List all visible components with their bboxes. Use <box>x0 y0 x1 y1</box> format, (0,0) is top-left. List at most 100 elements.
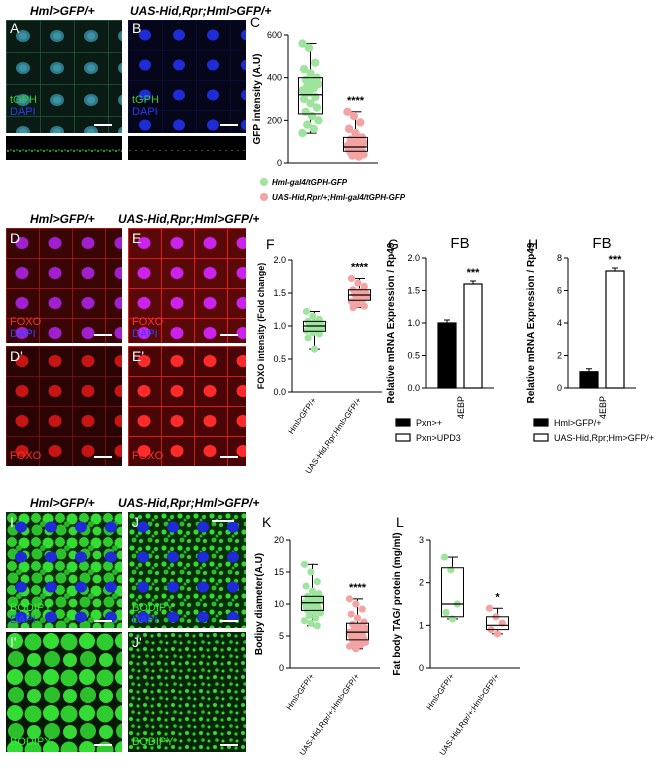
data-point <box>312 614 320 622</box>
significance-label: **** <box>349 582 367 594</box>
y-tick-label: 0 <box>279 663 284 673</box>
panel-a-stain-dapi: DAPI <box>10 106 36 118</box>
y-tick-label: 1.0 <box>273 321 286 331</box>
y-tick-label: 1.0 <box>407 318 420 328</box>
y-tick-label: 2 <box>557 351 562 361</box>
y-tick-label: 8 <box>557 253 562 263</box>
data-point <box>302 582 310 590</box>
data-point <box>349 111 359 121</box>
data-point <box>347 610 355 618</box>
data-point <box>358 605 366 613</box>
data-point <box>316 609 325 617</box>
data-point <box>302 307 311 316</box>
legend-marker <box>260 178 268 186</box>
data-point <box>312 103 322 112</box>
y-axis-label: GFP intensity (A.U) <box>252 54 263 145</box>
data-point <box>306 99 315 108</box>
panel-e-stain-foxo: FOXO <box>132 316 164 328</box>
panel-i2-stain-bodipy: BODIPY <box>10 736 52 748</box>
y-tick-label: 0 <box>557 383 562 393</box>
box <box>301 595 324 611</box>
bar <box>463 283 483 389</box>
scale-bar <box>94 620 112 622</box>
data-point <box>314 116 323 125</box>
panel-b-stain-tgph: tGPH <box>132 94 159 106</box>
bar <box>579 371 599 389</box>
panel-e-header: UAS-Hid,Rpr;Hml>GFP/+ <box>118 212 260 226</box>
panel-e2-image: E' FOXO <box>128 346 246 466</box>
panel-i-image: I BODIPY DAPI <box>6 512 122 628</box>
panel-d-stain-dapi: DAPI <box>10 328 36 340</box>
panel-a-stain-tgph: tGPH <box>10 94 37 106</box>
panel-j-label: J <box>132 514 139 530</box>
chart-l: 0 1 2 3 Fat body TAG/ protein (mg/ml) Hml>GFP… <box>392 532 520 757</box>
y-tick-label: 2.0 <box>407 253 420 263</box>
data-point <box>298 86 307 95</box>
panel-i-stain-bodipy: BODIPY <box>10 602 52 614</box>
scale-bar <box>220 620 238 622</box>
data-point <box>360 302 368 310</box>
data-point <box>344 124 354 134</box>
y-tick-label: 2.0 <box>273 255 286 265</box>
y-tick-label: 0 <box>277 158 282 168</box>
y-tick-label: 6 <box>557 286 562 296</box>
data-point <box>300 560 309 568</box>
legend-marker <box>260 193 268 201</box>
panel-a-side-view <box>6 136 122 160</box>
panel-g-label: G <box>388 236 399 252</box>
data-point <box>311 58 320 67</box>
panel-d2-image: D' FOXO <box>6 346 122 466</box>
data-point <box>298 39 307 48</box>
y-tick-label: 600 <box>267 30 282 40</box>
chart-c: 0 200 400 600 GFP intensity (A.U) **** Hml-gal… <box>252 30 406 202</box>
legend-swatch <box>533 433 549 442</box>
panel-i-label: I <box>10 514 14 530</box>
data-point <box>351 128 360 138</box>
y-axis-label: Fat body TAG/ protein (mg/ml) <box>392 532 403 675</box>
data-point <box>313 622 321 630</box>
panel-a-label: A <box>10 20 20 36</box>
bar <box>605 270 625 389</box>
panel-j2-label: J' <box>132 634 142 650</box>
y-tick-label: 3 <box>419 535 424 545</box>
significance-label: *** <box>467 267 481 279</box>
data-point <box>442 608 450 617</box>
data-point <box>343 107 352 117</box>
chart-title: FB <box>450 236 469 252</box>
data-point <box>360 282 368 290</box>
data-point <box>315 330 323 338</box>
data-point <box>493 630 502 638</box>
y-axis-label: Bodipy diameter(A.U) <box>254 553 265 655</box>
data-point <box>345 642 354 650</box>
box <box>343 136 368 152</box>
y-tick-label: 15 <box>274 567 284 577</box>
chart-h: FB 0 2 4 6 8 Relative mRNA Expression / Rp49 **… <box>526 236 654 443</box>
panel-b-image: B tGPH DAPI <box>128 20 246 133</box>
legend-label: UAS-Hid,Rpr;Hm>GFP/+ <box>554 433 654 443</box>
y-tick-label: 1.5 <box>407 286 420 296</box>
panel-j-stain-dapi: DAPI <box>132 614 158 626</box>
scale-bar <box>94 456 112 458</box>
legend-label: UAS-Hid,Rpr/+;Hml-gal4/tGPH-GFP <box>272 193 406 202</box>
y-tick-label: 0.0 <box>407 383 420 393</box>
y-tick-label: 20 <box>274 535 284 545</box>
significance-label: * <box>495 591 500 603</box>
data-point <box>357 641 365 649</box>
y-tick-label: 0.5 <box>273 354 286 364</box>
x-tick-label: Hml>GFP/+ <box>287 396 319 436</box>
data-point <box>310 608 318 616</box>
panel-k-label: K <box>262 514 272 530</box>
scale-bar <box>220 334 238 336</box>
y-tick-label: 400 <box>267 73 282 83</box>
data-point <box>354 152 363 161</box>
scale-bar <box>220 744 238 746</box>
data-point <box>485 604 494 612</box>
panel-j-header: UAS-Hid,Rpr;Hml>GFP/+ <box>118 496 260 510</box>
data-point <box>347 274 356 283</box>
data-point <box>353 614 362 622</box>
data-point <box>352 600 360 608</box>
legend-label: Pxn>+ <box>416 418 442 428</box>
legend-label: Pxn>UPD3 <box>416 433 461 443</box>
y-tick-label: 10 <box>274 599 284 609</box>
data-point <box>299 64 309 74</box>
